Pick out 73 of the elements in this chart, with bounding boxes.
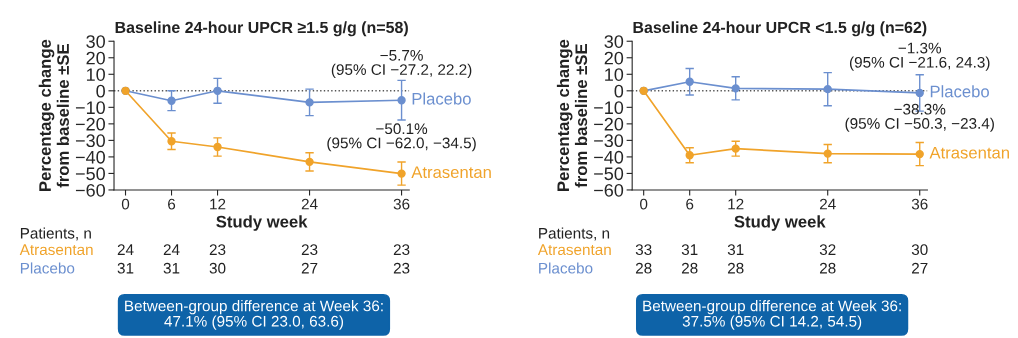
x-tick-label: 0 (640, 198, 648, 210)
text: 24 (117, 244, 134, 255)
y-tick-label: 0 (96, 84, 105, 98)
text: 32 (819, 244, 836, 256)
point (213, 142, 222, 152)
x-tick-label: 24 (819, 198, 836, 210)
chart-title: Baseline 24-hour UPCR <1.5 g/g (n=62) (633, 21, 927, 37)
y-tick-label: −50 (594, 167, 624, 181)
y-tick-label: 20 (604, 51, 624, 65)
annotation: −5.7% (95% CI −27.2, 22.2) (331, 49, 472, 78)
text: Patients, n (20, 227, 91, 241)
x-tick-label: 12 (210, 198, 226, 210)
y-axis-title: Percentage change from baseline ±SE (38, 39, 69, 191)
y-tick-label: −10 (75, 101, 105, 115)
text: 33 (635, 244, 652, 256)
text: 28 (681, 262, 698, 274)
y-tick-label: −60 (594, 183, 624, 197)
annotation: −50.1% (95% CI −62.0, −34.5) (327, 123, 476, 152)
x-tick-label: 0 (121, 198, 130, 210)
text: Placebo (20, 262, 75, 274)
x-tick-label: 12 (728, 198, 744, 210)
series-label: Placebo (412, 92, 471, 105)
y-tick-label: 10 (86, 68, 105, 81)
y-tick-label: −40 (594, 150, 624, 164)
text: 27 (912, 262, 928, 274)
x-tick-label: 6 (686, 198, 694, 210)
y-tick-label: 30 (86, 35, 105, 48)
text: 27 (301, 262, 318, 274)
series-label: Atrasentan (411, 166, 491, 179)
text: 23 (393, 244, 410, 256)
x-axis-title: Study week (734, 215, 826, 231)
text: 23 (393, 262, 410, 274)
series-label: Placebo (930, 85, 989, 98)
y-tick-label: −10 (594, 101, 624, 115)
y-tick-label: 0 (614, 84, 624, 98)
annotation: −1.3% (95% CI −21.6, 24.3) (849, 42, 990, 71)
y-tick-label: −30 (75, 134, 105, 148)
text: Atrasentan (537, 244, 611, 256)
text: 28 (819, 262, 836, 274)
text: Between-group difference at Week 36: 37.5% (95% CI 14.2, 54.5) (643, 300, 901, 330)
text: 31 (117, 262, 134, 274)
x-axis-title: Study week (216, 215, 308, 231)
text: 31 (163, 262, 180, 274)
y-tick-label: −30 (594, 134, 624, 148)
text: 24 (163, 244, 180, 255)
text: Atrasentan (19, 244, 93, 256)
text: Between-group difference at Week 36: 47.1% (95% CI 23.0, 63.6) (125, 300, 383, 330)
x-tick-label: 36 (393, 198, 410, 210)
x-tick-label: 24 (301, 198, 318, 210)
y-tick-label: 20 (86, 51, 105, 65)
text: 30 (911, 244, 928, 256)
y-tick-label: −20 (594, 117, 624, 131)
y-tick-label: −40 (75, 150, 105, 164)
text: 23 (209, 244, 226, 256)
chart-title: Baseline 24-hour UPCR ≥1.5 g/g (n=58) (115, 21, 408, 37)
x-tick-label: 6 (168, 198, 176, 210)
text: 28 (635, 262, 652, 274)
y-axis-title: Percentage change from baseline ±SE (556, 39, 588, 191)
y-tick-label: 30 (604, 35, 624, 48)
text: Patients, n (539, 227, 610, 241)
y-tick-label: −50 (75, 167, 105, 181)
text: 23 (301, 244, 318, 256)
text: 31 (681, 244, 698, 256)
y-tick-label: −60 (75, 183, 105, 197)
x-tick-label: 36 (911, 198, 928, 210)
y-tick-label: 10 (605, 68, 624, 81)
text: 28 (727, 262, 744, 274)
text: Placebo (539, 262, 593, 274)
annotation: −38.3% (95% CI −50.3, −23.4) (845, 103, 994, 132)
y-tick-label: −20 (75, 117, 105, 131)
text: 30 (209, 262, 226, 274)
series-label: Atrasentan (929, 146, 1009, 159)
text: 31 (727, 244, 744, 256)
